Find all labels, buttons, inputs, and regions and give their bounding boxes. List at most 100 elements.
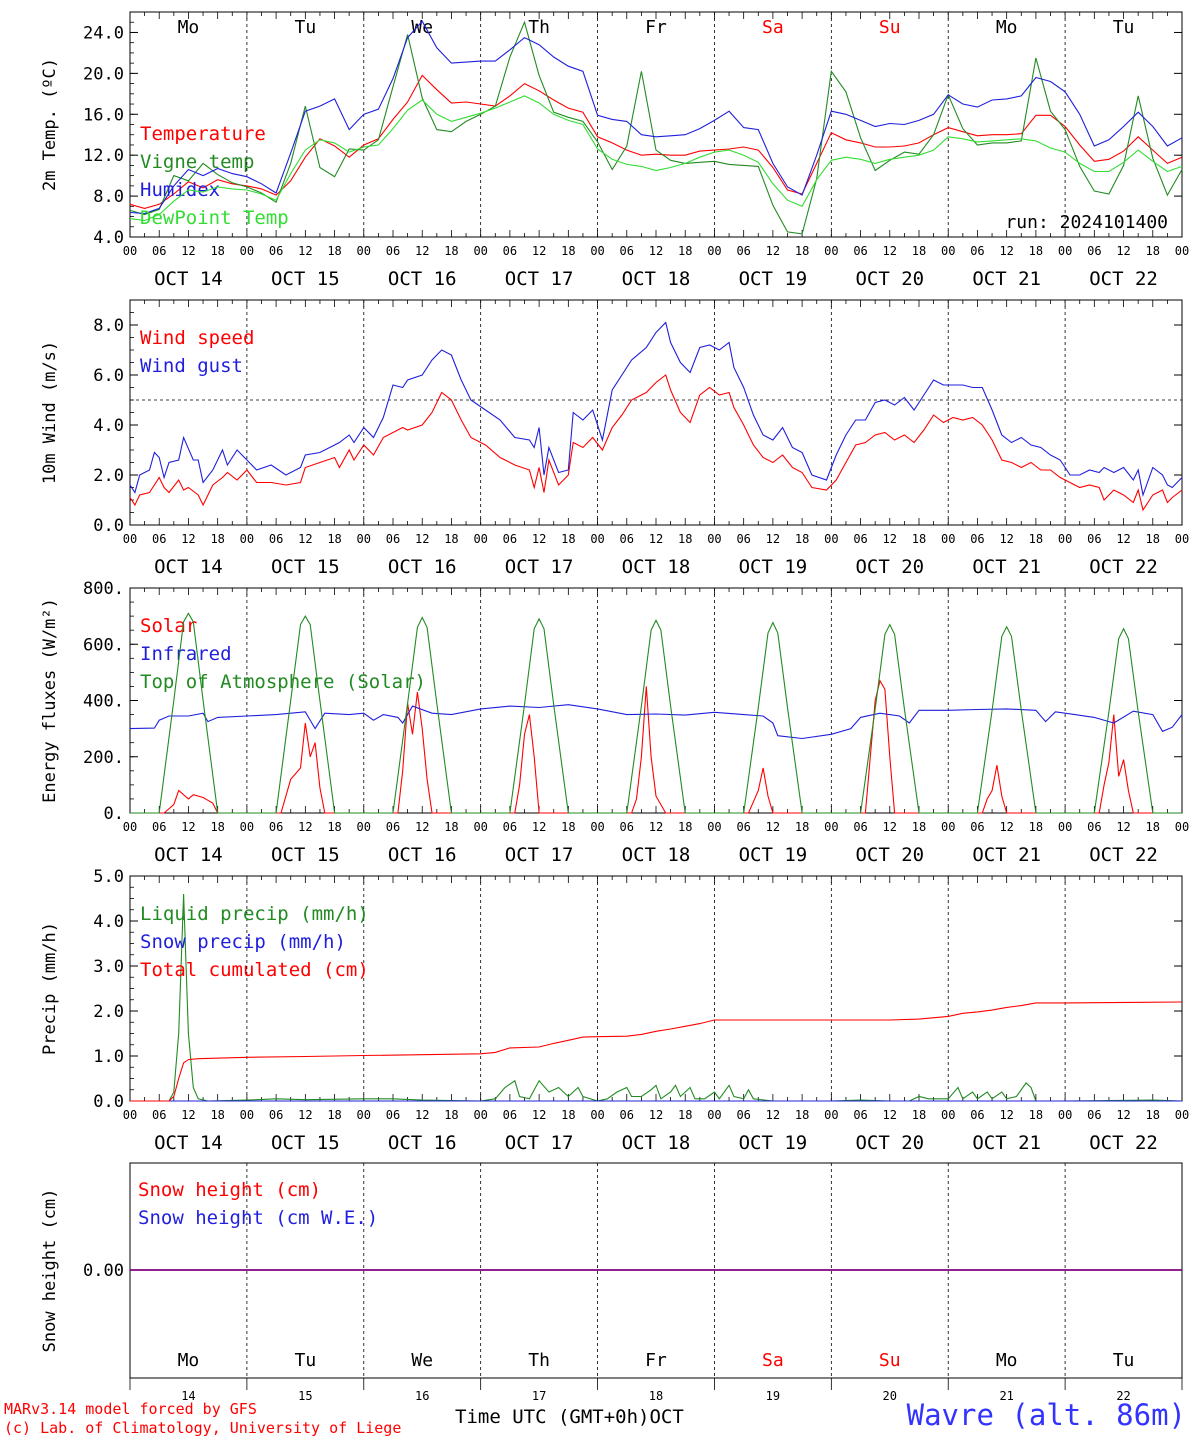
hour-tick-label: 18 xyxy=(327,244,341,258)
hour-tick-label: 12 xyxy=(999,820,1013,834)
hour-tick-label: 18 xyxy=(210,244,224,258)
hour-tick-label: 06 xyxy=(503,820,517,834)
hour-tick-label: 12 xyxy=(766,244,780,258)
hour-tick-label: 18 xyxy=(678,244,692,258)
date-label: OCT 19 xyxy=(739,1132,808,1154)
legend-entry: Temperature xyxy=(140,123,266,145)
series-line-1 xyxy=(129,74,1183,209)
y-axis-label: Energy fluxes (W/m²) xyxy=(40,598,60,803)
y-tick-label: 0.00 xyxy=(83,1261,124,1281)
day-abbr-top: Th xyxy=(528,17,550,38)
day-abbr-top: Tu xyxy=(294,17,316,38)
y-tick-label: 4.0 xyxy=(93,416,124,436)
hour-tick-label: 06 xyxy=(269,244,283,258)
hour-tick-label: 06 xyxy=(736,244,750,258)
date-label: OCT 16 xyxy=(388,1132,457,1154)
hour-tick-label: 00 xyxy=(357,244,371,258)
day-abbr-bottom: Mo xyxy=(178,1350,200,1371)
legend-entry: Snow precip (mm/h) xyxy=(140,931,346,953)
date-label: OCT 20 xyxy=(855,1132,924,1154)
hour-tick-label: 12 xyxy=(883,532,897,546)
hour-tick-label: 18 xyxy=(1146,244,1160,258)
hour-tick-label: 06 xyxy=(970,532,984,546)
hour-tick-label: 18 xyxy=(1146,820,1160,834)
y-tick-label: 24.0 xyxy=(83,23,124,43)
date-label: OCT 16 xyxy=(388,844,457,866)
credit-line: (c) Lab. of Climatology, University of L… xyxy=(4,1419,402,1437)
hour-tick-label: 06 xyxy=(386,244,400,258)
day-abbr-top: Tu xyxy=(1113,17,1135,38)
hour-tick-label: 06 xyxy=(386,820,400,834)
date-label: OCT 19 xyxy=(739,268,808,290)
hour-tick-label: 18 xyxy=(210,820,224,834)
legend-entry: DewPoint Temp xyxy=(140,207,289,229)
model-line: MARv3.14 model forced by GFS xyxy=(4,1400,257,1418)
y-tick-label: 800. xyxy=(83,579,124,599)
hour-tick-label: 18 xyxy=(561,532,575,546)
hour-tick-label: 18 xyxy=(912,820,926,834)
hour-tick-label: 18 xyxy=(444,532,458,546)
y-axis-label: 10m Wind (m/s) xyxy=(40,341,60,484)
hour-tick-label: 00 xyxy=(123,532,137,546)
hour-tick-label: 18 xyxy=(795,820,809,834)
hour-tick-label: 00 xyxy=(824,1108,838,1122)
hour-tick-label: 06 xyxy=(620,532,634,546)
day-abbr-top: Fr xyxy=(645,17,667,38)
hour-tick-label: 00 xyxy=(123,244,137,258)
hour-tick-label: 18 xyxy=(327,1108,341,1122)
hour-tick-label: 00 xyxy=(240,1108,254,1122)
hour-tick-label: 00 xyxy=(824,532,838,546)
xaxis-title-text: Time UTC (GMT+0h) xyxy=(455,1406,650,1428)
hour-tick-label: 12 xyxy=(649,244,663,258)
hour-tick-label: 00 xyxy=(1175,1108,1189,1122)
series-line-3 xyxy=(130,1001,1183,1102)
hour-tick-label: 06 xyxy=(503,532,517,546)
y-tick-label: 2.0 xyxy=(93,466,124,486)
day-number: 17 xyxy=(532,1389,546,1403)
hour-tick-label: 00 xyxy=(1175,820,1189,834)
series-line-1 xyxy=(130,893,1183,1102)
hour-tick-label: 12 xyxy=(1116,820,1130,834)
hour-tick-label: 18 xyxy=(327,532,341,546)
y-axis-label: 2m Temp. (ºC) xyxy=(40,58,60,191)
date-label: OCT 17 xyxy=(505,268,574,290)
hour-tick-label: 12 xyxy=(883,820,897,834)
day-abbr-bottom: Tu xyxy=(294,1350,316,1371)
legend-entry: Snow height (cm) xyxy=(138,1179,321,1201)
hour-tick-label: 00 xyxy=(240,532,254,546)
hour-tick-label: 00 xyxy=(707,1108,721,1122)
y-tick-label: 16.0 xyxy=(83,105,124,125)
hour-tick-label: 12 xyxy=(999,532,1013,546)
hour-tick-label: 12 xyxy=(415,244,429,258)
hour-tick-label: 06 xyxy=(853,820,867,834)
hour-tick-label: 12 xyxy=(766,820,780,834)
hour-tick-label: 12 xyxy=(298,820,312,834)
date-label: OCT 18 xyxy=(622,1132,691,1154)
hour-tick-label: 06 xyxy=(853,1108,867,1122)
day-number: 16 xyxy=(415,1389,429,1403)
hour-tick-label: 18 xyxy=(1029,1108,1043,1122)
hour-tick-label: 06 xyxy=(620,244,634,258)
series-line-2 xyxy=(129,321,1183,498)
hour-tick-label: 18 xyxy=(444,244,458,258)
y-tick-label: 4.0 xyxy=(93,912,124,932)
hour-tick-label: 06 xyxy=(269,1108,283,1122)
model-credit: MARv3.14 model forced by GFS (c) Lab. of… xyxy=(4,1400,401,1438)
hour-tick-label: 18 xyxy=(444,820,458,834)
hour-tick-label: 00 xyxy=(123,1108,137,1122)
hour-tick-label: 00 xyxy=(1058,532,1072,546)
hour-tick-label: 06 xyxy=(386,532,400,546)
date-label: OCT 18 xyxy=(622,268,691,290)
day-number: 18 xyxy=(649,1389,663,1403)
hour-tick-label: 18 xyxy=(210,532,224,546)
hour-tick-label: 06 xyxy=(970,244,984,258)
hour-tick-label: 18 xyxy=(561,1108,575,1122)
day-number: 20 xyxy=(883,1389,897,1403)
hour-tick-label: 06 xyxy=(503,244,517,258)
hour-tick-label: 18 xyxy=(912,244,926,258)
hour-tick-label: 00 xyxy=(1058,1108,1072,1122)
day-number: 14 xyxy=(181,1389,195,1403)
date-label: OCT 18 xyxy=(622,844,691,866)
hour-tick-label: 12 xyxy=(532,820,546,834)
y-tick-label: 0.0 xyxy=(93,516,124,536)
